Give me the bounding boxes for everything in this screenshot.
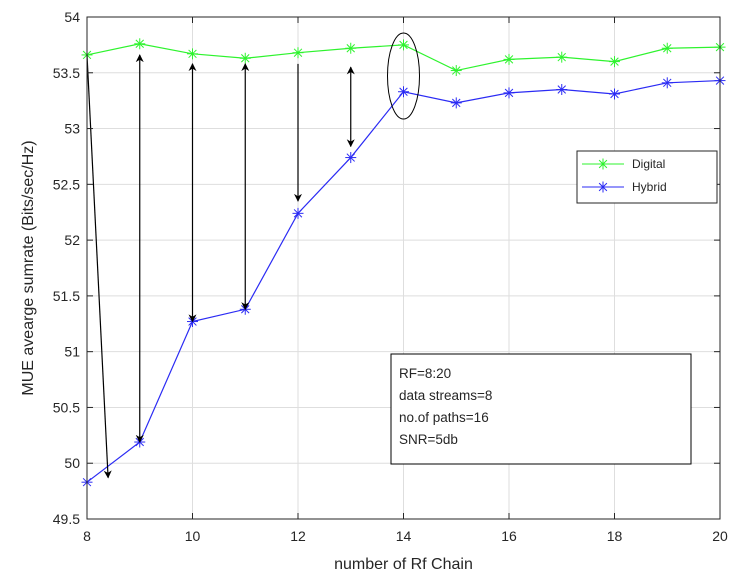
y-tick-label: 51.5	[53, 288, 80, 304]
data-point-digital	[187, 48, 198, 60]
data-point-hybrid	[661, 77, 673, 89]
x-tick-label: 16	[501, 528, 517, 544]
x-tick-label: 18	[607, 528, 623, 544]
parameter-snr: SNR=5db	[399, 432, 458, 447]
data-point-hybrid	[292, 207, 304, 219]
y-tick-label: 49.5	[53, 511, 80, 527]
parameter-data-streams: data streams=8	[399, 388, 492, 403]
legend-marker-digital	[597, 158, 609, 170]
data-point-hybrid	[398, 86, 409, 98]
highlight-ellipse	[387, 32, 420, 120]
data-point-digital	[450, 65, 462, 77]
annotations	[86, 32, 420, 479]
data-point-digital	[503, 53, 515, 65]
data-point-hybrid	[503, 87, 515, 99]
legend-label-digital: Digital	[632, 157, 665, 171]
parameter-textbox-frame	[390, 353, 692, 465]
legend-asterisk	[597, 181, 609, 193]
data-point-digital	[661, 42, 673, 54]
x-tick-label: 10	[185, 528, 201, 544]
difference-arrow	[86, 54, 112, 479]
y-tick-label: 53.5	[53, 65, 80, 81]
y-tick-label: 52.5	[53, 176, 80, 192]
parameter-textbox: RF=8:20 data streams=8 no.of paths=16 SN…	[390, 353, 692, 465]
data-point-digital	[398, 39, 409, 51]
legend-label-hybrid: Hybrid	[632, 180, 667, 194]
data-point-digital	[345, 42, 357, 54]
parameter-rf-range: RF=8:20	[399, 366, 451, 381]
y-tick-label: 53	[64, 121, 80, 137]
y-tick-label: 50	[64, 455, 80, 471]
y-tick-label: 54	[64, 9, 80, 25]
x-axis-label: number of Rf Chain	[334, 556, 473, 573]
y-tick-label: 51	[64, 344, 80, 360]
axis-ticks: 8 10 12 14 16 18 20 49.5 50 50.5 51 51.5 52 52.5 53 53.…	[53, 9, 728, 544]
data-point-hybrid	[345, 152, 357, 164]
data-point-hybrid	[609, 88, 620, 100]
y-axis-label: MUE avearge sumrate (Bits/sec/Hz)	[20, 140, 37, 395]
data-point-digital	[239, 52, 251, 64]
parameter-paths: no.of paths=16	[399, 410, 489, 425]
x-tick-label: 8	[83, 528, 91, 544]
y-tick-label: 50.5	[53, 399, 80, 415]
legend-asterisk	[597, 158, 609, 170]
legend-box	[576, 150, 718, 204]
legend-marker-hybrid	[597, 181, 609, 193]
legend: Digital Hybrid	[576, 150, 718, 204]
data-point-hybrid	[450, 97, 462, 109]
data-point-digital	[134, 38, 146, 50]
y-tick-label: 52	[64, 232, 80, 248]
x-tick-label: 20	[712, 528, 728, 544]
x-tick-label: 12	[290, 528, 306, 544]
data-point-digital	[556, 51, 568, 63]
data-point-digital	[292, 47, 304, 59]
data-point-hybrid	[556, 84, 568, 96]
x-tick-label: 14	[396, 528, 412, 544]
data-point-digital	[609, 56, 620, 68]
